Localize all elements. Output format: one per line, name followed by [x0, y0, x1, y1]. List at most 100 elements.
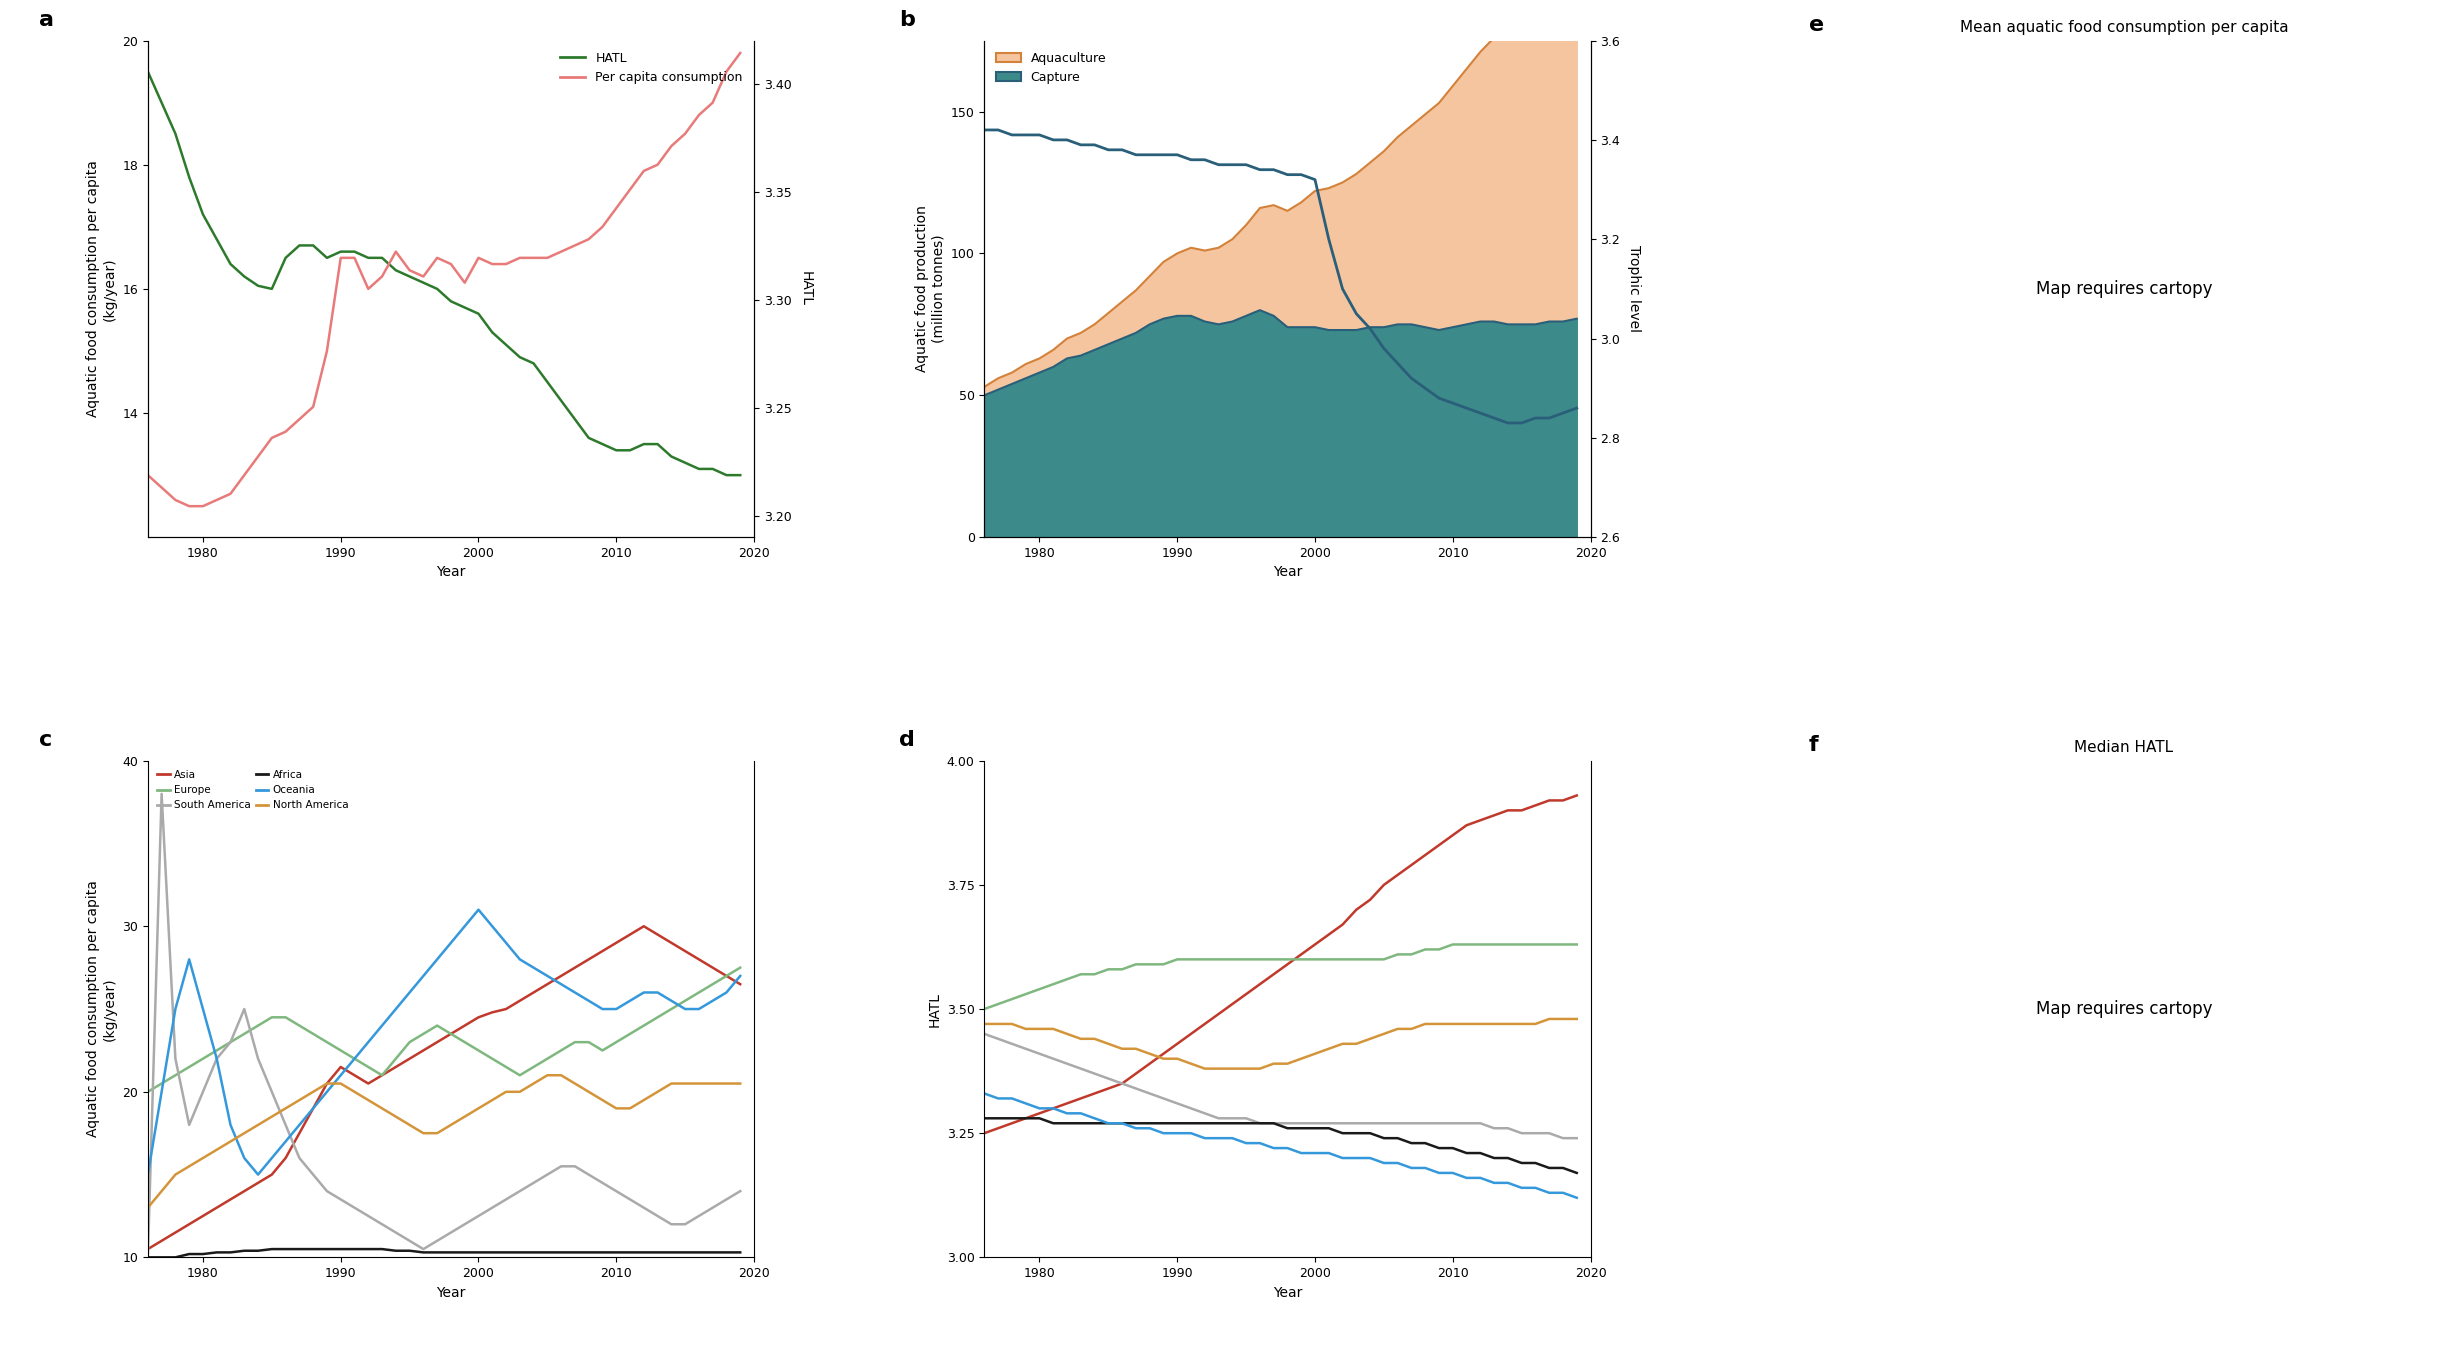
Europe — [532, 1051, 562, 1067]
Oceania — [574, 992, 604, 1009]
Africa — [421, 1244, 451, 1260]
Asia — [478, 1005, 508, 1021]
North America — [409, 1125, 439, 1141]
South America — [601, 1183, 631, 1199]
Europe — [421, 1018, 451, 1034]
Europe — [175, 1059, 205, 1075]
Oceania — [724, 968, 754, 984]
South America — [478, 1199, 508, 1215]
Asia — [340, 1067, 370, 1083]
Oceania — [256, 1151, 286, 1167]
North America — [352, 1092, 382, 1109]
Europe — [697, 976, 727, 992]
Oceania — [133, 1167, 163, 1183]
South America — [490, 1191, 520, 1207]
Oceania — [628, 984, 658, 1000]
Africa — [520, 1244, 549, 1260]
North America — [655, 1075, 685, 1091]
Europe — [655, 1000, 685, 1017]
Oceania — [382, 1000, 411, 1017]
Africa — [256, 1241, 286, 1257]
Africa — [655, 1244, 685, 1260]
North America — [256, 1109, 286, 1125]
Oceania — [532, 968, 562, 984]
South America — [325, 1191, 355, 1207]
Europe — [685, 984, 715, 1000]
Europe — [325, 1042, 355, 1059]
Asia — [286, 1125, 315, 1141]
Oceania — [271, 1133, 301, 1149]
Africa — [202, 1244, 232, 1260]
South America — [712, 1191, 742, 1207]
Europe — [148, 1075, 177, 1091]
Asia — [712, 968, 742, 984]
South America — [436, 1225, 466, 1241]
Europe — [244, 1018, 274, 1034]
Africa — [313, 1241, 342, 1257]
South America — [160, 1051, 190, 1067]
Asia — [382, 1059, 411, 1075]
X-axis label: Year: Year — [1274, 1286, 1301, 1299]
Africa — [463, 1244, 493, 1260]
Africa — [340, 1241, 370, 1257]
North America — [643, 1084, 673, 1101]
Europe — [616, 1026, 646, 1042]
North America — [712, 1075, 742, 1091]
North America — [244, 1117, 274, 1133]
South America — [628, 1199, 658, 1215]
Oceania — [451, 918, 480, 934]
Africa — [244, 1242, 274, 1259]
North America — [628, 1092, 658, 1109]
Oceania — [712, 984, 742, 1000]
South America — [697, 1199, 727, 1215]
North America — [340, 1084, 370, 1101]
Asia — [532, 976, 562, 992]
North America — [724, 1075, 754, 1091]
Asia — [421, 1034, 451, 1051]
Asia — [148, 1233, 177, 1249]
Oceania — [520, 960, 549, 976]
Europe — [670, 992, 700, 1009]
South America — [394, 1233, 424, 1249]
Europe — [133, 1084, 163, 1101]
Asia — [187, 1207, 217, 1224]
North America — [532, 1067, 562, 1083]
South America — [187, 1084, 217, 1101]
Europe — [505, 1067, 535, 1083]
South America — [520, 1175, 549, 1191]
Europe — [382, 1051, 411, 1067]
Europe — [574, 1034, 604, 1051]
South America — [559, 1159, 589, 1175]
Africa — [478, 1244, 508, 1260]
Oceania — [367, 1018, 397, 1034]
Asia — [298, 1101, 328, 1117]
Africa — [187, 1247, 217, 1263]
Asia — [229, 1183, 259, 1199]
Asia — [697, 960, 727, 976]
Africa — [643, 1244, 673, 1260]
North America — [421, 1125, 451, 1141]
Asia — [352, 1075, 382, 1091]
Oceania — [559, 984, 589, 1000]
Asia — [574, 952, 604, 968]
South America — [724, 1183, 754, 1199]
Europe — [478, 1051, 508, 1067]
Asia — [628, 918, 658, 934]
Europe — [298, 1026, 328, 1042]
Europe — [409, 1026, 439, 1042]
Africa — [409, 1244, 439, 1260]
Y-axis label: HATL: HATL — [926, 991, 941, 1026]
Europe — [724, 960, 754, 976]
Oceania — [325, 1067, 355, 1083]
North America — [589, 1092, 618, 1109]
Asia — [520, 984, 549, 1000]
Line: Europe: Europe — [148, 968, 739, 1092]
Oceania — [478, 918, 508, 934]
Line: Oceania: Oceania — [148, 910, 739, 1175]
Europe — [547, 1042, 577, 1059]
Oceania — [436, 934, 466, 950]
Africa — [559, 1244, 589, 1260]
Africa — [574, 1244, 604, 1260]
Asia — [313, 1075, 342, 1091]
Africa — [229, 1242, 259, 1259]
